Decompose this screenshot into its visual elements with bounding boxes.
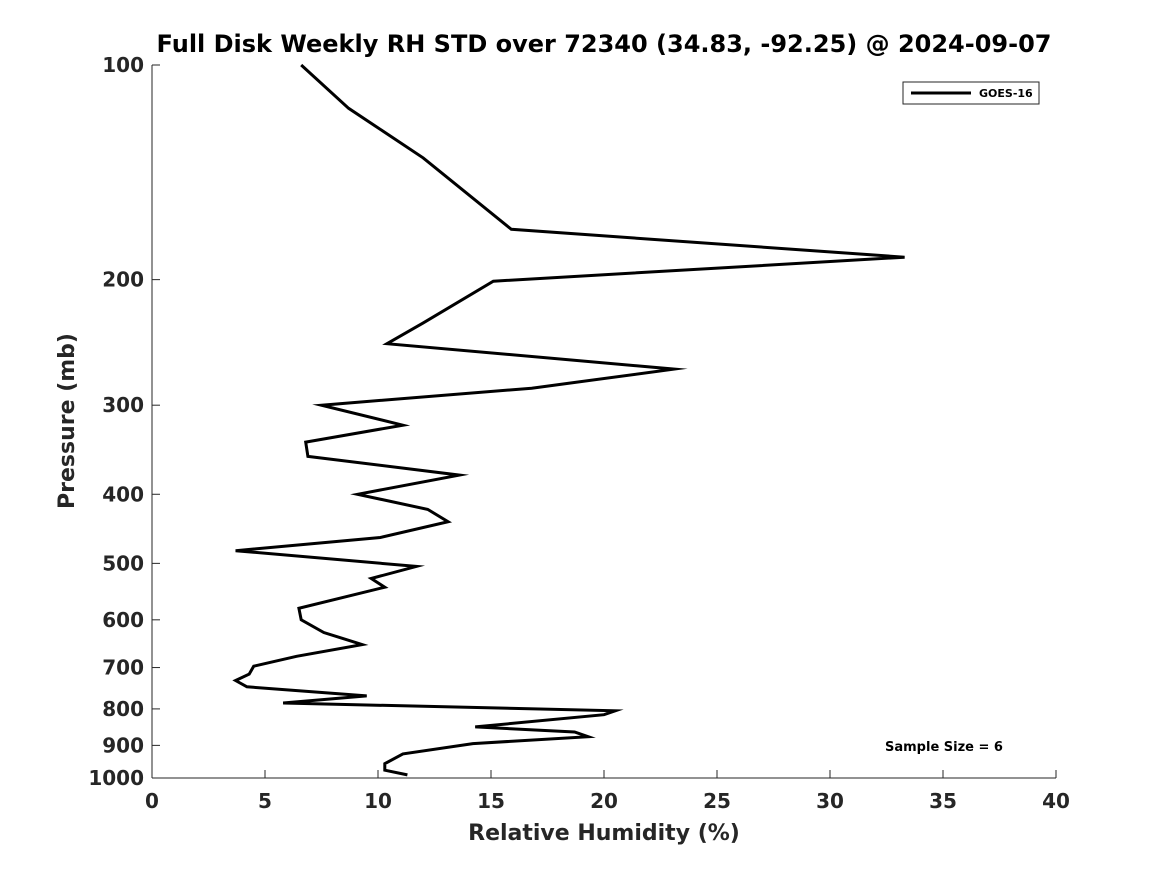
y-tick-label: 900 [102,733,144,757]
x-tick-label: 5 [258,789,272,813]
legend: GOES-16 [902,81,1040,105]
x-tick-label: 20 [590,789,618,813]
y-tick-label: 800 [102,697,144,721]
sample-size-annotation: Sample Size = 6 [885,740,1003,755]
x-tick-label: 25 [703,789,731,813]
series-layer [232,63,905,777]
x-tick-label: 0 [145,789,159,813]
x-tick-label: 40 [1042,789,1070,813]
y-tick-label: 100 [102,53,144,77]
y-tick-label: 500 [102,551,144,575]
y-tick-label: 700 [102,656,144,680]
y-axis-ticks: 100 200 300 400 500 600 700 800 900 1000 [88,53,160,790]
plot-area: 0 5 10 15 20 25 30 35 40 100 200 300 400 500 600 700 80… [88,53,1070,813]
x-tick-label: 30 [816,789,844,813]
y-axis-label: Pressure (mb) [55,333,80,509]
y-tick-label: 200 [102,268,144,292]
x-tick-label: 15 [477,789,505,813]
x-tick-label: 10 [364,789,392,813]
x-tick-label: 35 [929,789,957,813]
x-axis-ticks: 0 5 10 15 20 25 30 35 40 [145,770,1070,813]
y-tick-label: 300 [102,393,144,417]
x-axis-label: Relative Humidity (%) [468,821,740,846]
y-tick-label: 1000 [88,766,144,790]
y-tick-label: 600 [102,608,144,632]
y-tick-label: 400 [102,482,144,506]
chart-title: Full Disk Weekly RH STD over 72340 (34.8… [157,30,1052,58]
series-line-goes-16 [232,63,905,777]
legend-label-goes16: GOES-16 [979,87,1033,100]
